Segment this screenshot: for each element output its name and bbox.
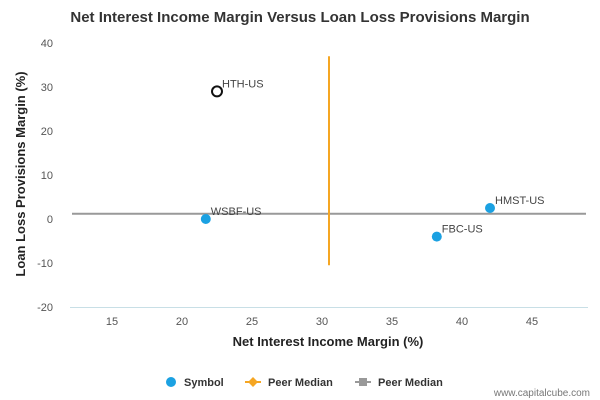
y-tick-label: 30 — [41, 82, 53, 94]
y-tick-label: 0 — [47, 214, 53, 226]
y-tick-label: 40 — [41, 38, 53, 50]
legend-item-peer-median-horizontal[interactable]: Peer Median — [355, 377, 443, 389]
legend-item-peer-median-vertical[interactable]: Peer Median — [245, 377, 333, 389]
x-tick-label: 40 — [456, 316, 468, 328]
data-point-label: FBC-US — [442, 224, 483, 236]
data-point[interactable] — [485, 203, 495, 213]
y-tick-label: -10 — [37, 258, 53, 270]
legend-symbol-label: Symbol — [184, 377, 224, 389]
x-tick-label: 45 — [526, 316, 538, 328]
y-tick-label: -20 — [37, 302, 53, 314]
x-axis-ticks: 15 20 25 30 35 40 45 — [106, 316, 538, 328]
data-point-highlighted[interactable] — [211, 85, 223, 98]
x-tick-label: 35 — [386, 316, 398, 328]
x-tick-label: 15 — [106, 316, 118, 328]
data-point-label: HTH-US — [222, 78, 264, 90]
y-axis-title: Loan Loss Provisions Margin (%) — [13, 71, 28, 276]
y-axis-ticks: -20 -10 0 10 20 30 40 — [37, 38, 53, 314]
data-point-label: HMST-US — [495, 195, 545, 207]
legend-symbol-marker — [166, 377, 176, 387]
data-point[interactable] — [200, 214, 211, 224]
y-tick-label: 10 — [41, 170, 53, 182]
legend-square-marker — [359, 378, 367, 386]
x-tick-label: 20 — [176, 316, 188, 328]
credit-text[interactable]: www.capitalcube.com — [493, 388, 590, 399]
x-tick-label: 25 — [246, 316, 258, 328]
legend-diamond-marker — [248, 377, 258, 387]
chart-title: Net Interest Income Margin Versus Loan L… — [70, 9, 529, 26]
x-tick-label: 30 — [316, 316, 328, 328]
data-point-label: WSBF-US — [211, 206, 262, 218]
legend: Symbol Peer Median Peer Median — [166, 377, 443, 389]
legend-item-symbol[interactable]: Symbol — [166, 377, 224, 389]
data-points: HTH-US WSBF-US HMST-US FBC-US — [200, 78, 545, 242]
legend-peer-median-label: Peer Median — [268, 377, 333, 389]
legend-peer-median-label-2: Peer Median — [378, 377, 443, 389]
y-tick-label: 20 — [41, 126, 53, 138]
data-point[interactable] — [431, 231, 442, 242]
x-axis-title: Net Interest Income Margin (%) — [233, 334, 424, 349]
plot-area: 15 20 25 30 35 40 45 -20 -10 0 10 20 30 40 HTH-US WSB… — [37, 38, 588, 328]
